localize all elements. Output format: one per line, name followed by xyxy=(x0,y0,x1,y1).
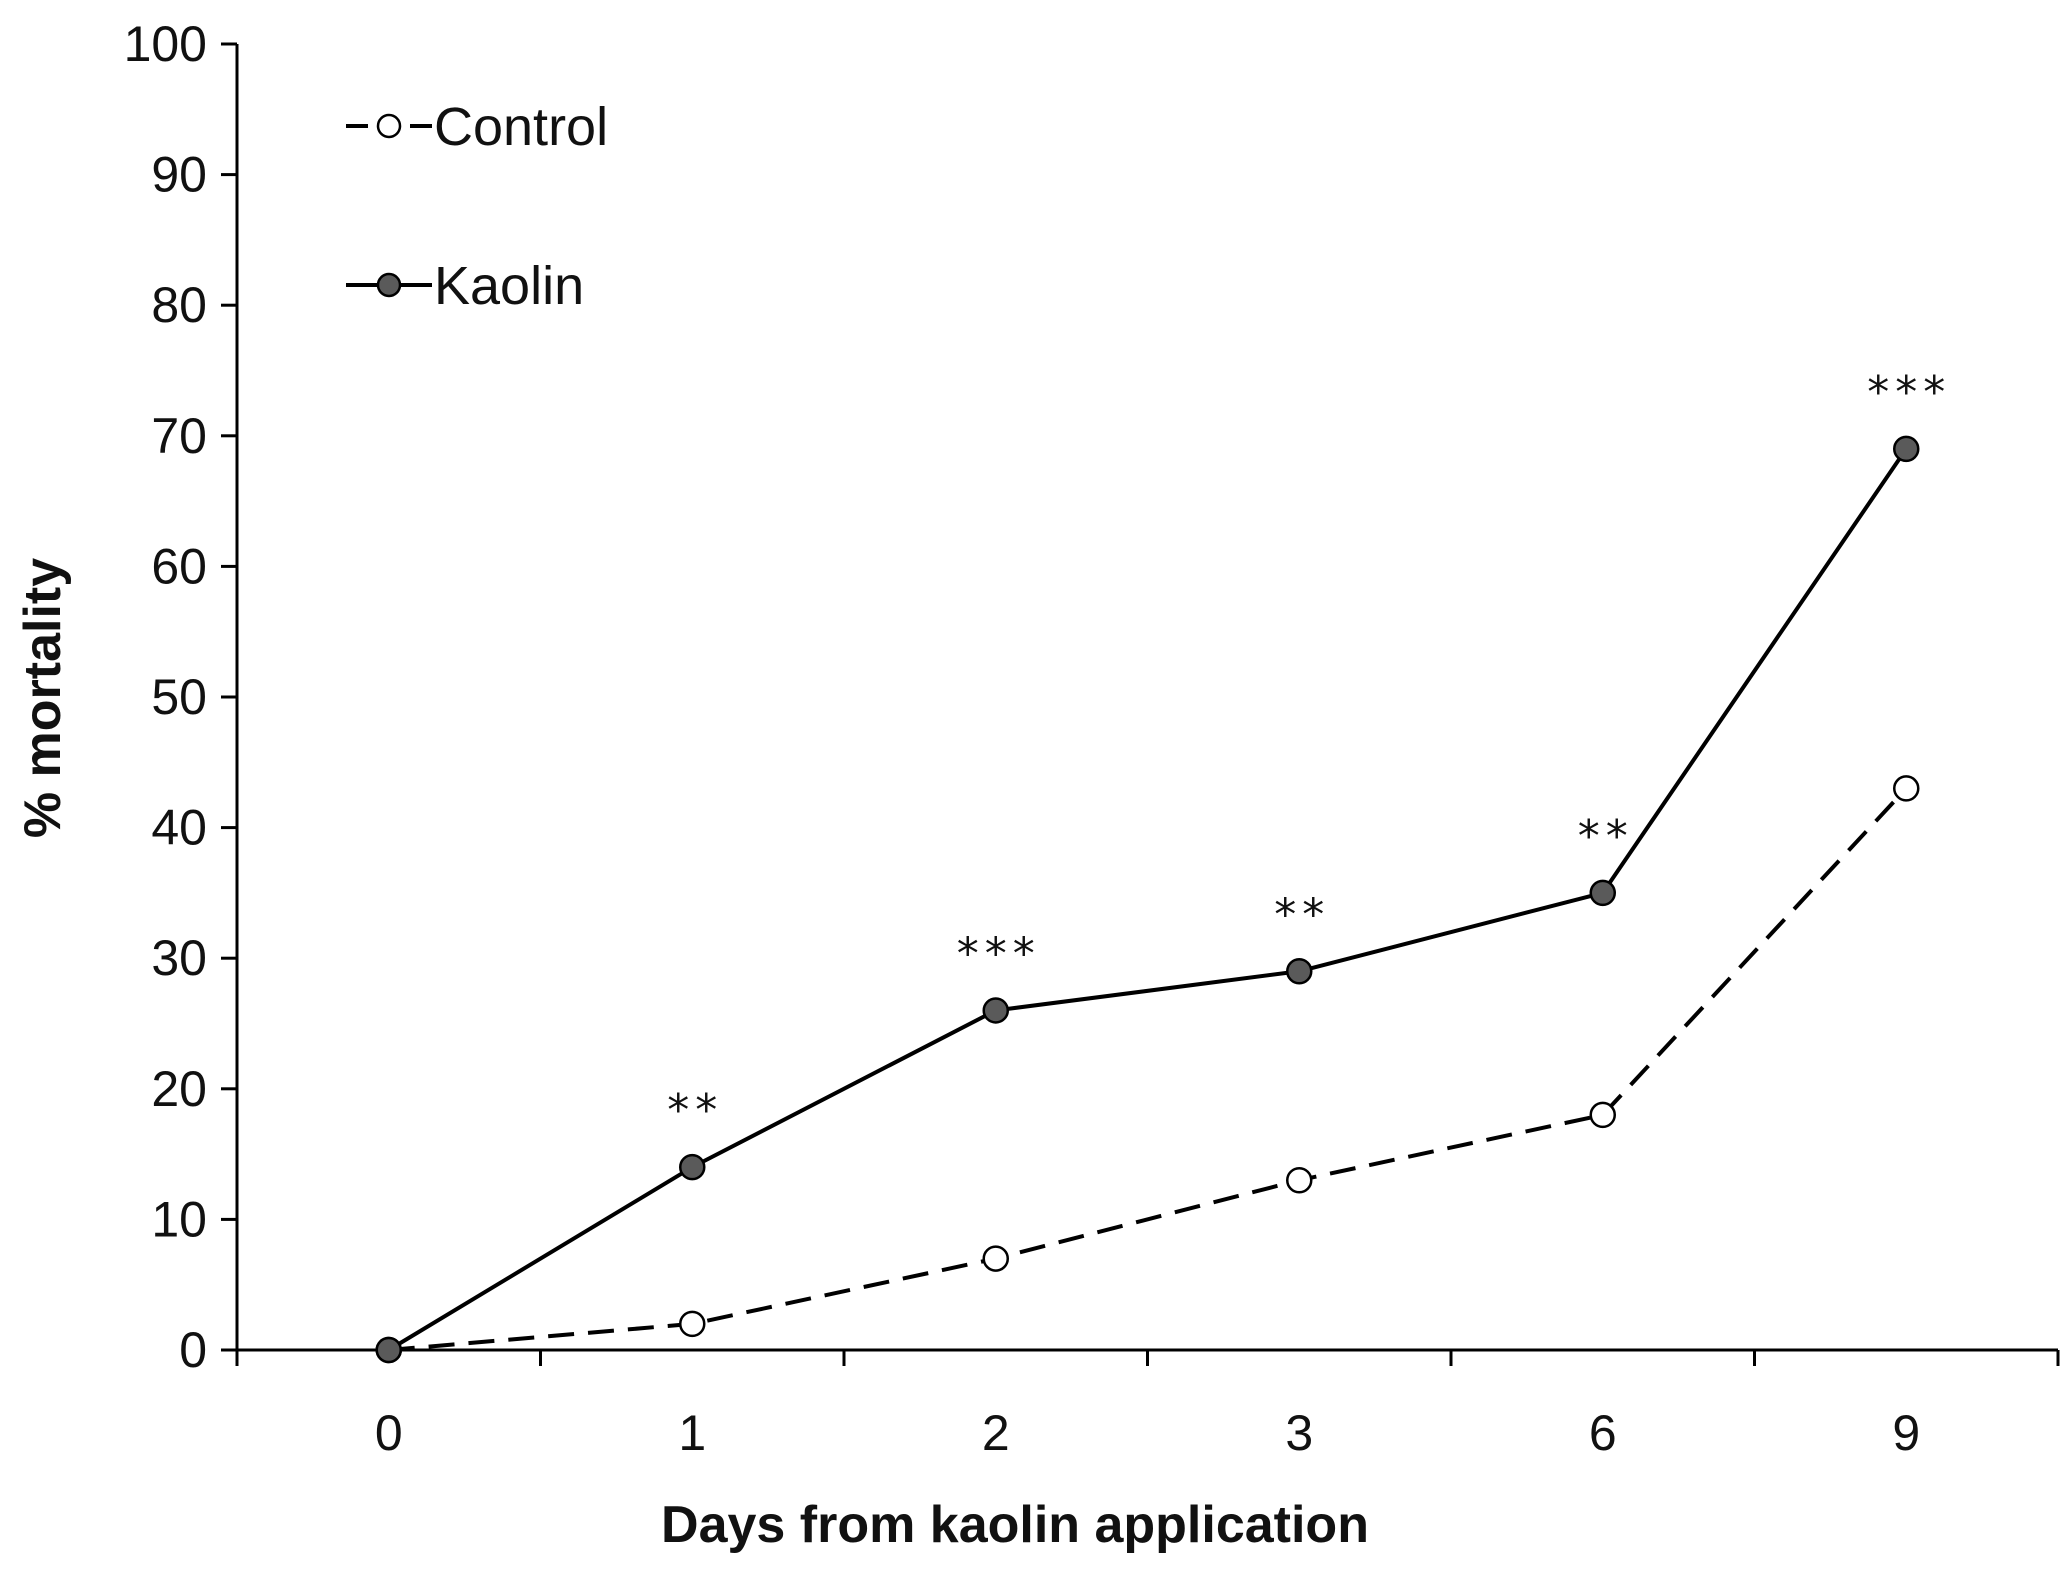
significance-annotations: ************ xyxy=(667,367,1951,1136)
significance-marker: ** xyxy=(667,1085,723,1136)
y-tick-label: 40 xyxy=(151,800,207,856)
significance-marker: *** xyxy=(1867,367,1951,418)
data-point-kaolin xyxy=(1893,435,1920,463)
y-axis-title: % mortality xyxy=(14,558,72,838)
data-point-kaolin xyxy=(679,1153,706,1181)
axes xyxy=(235,44,2058,1352)
data-point-control xyxy=(1893,775,1920,802)
legend-entry-control: Control xyxy=(346,97,608,157)
legend-entry-kaolin: Kaolin xyxy=(346,256,584,316)
y-tick-label: 50 xyxy=(151,669,207,725)
data-point-control xyxy=(1589,1101,1616,1129)
data-point-kaolin xyxy=(1286,958,1313,985)
legend-marker-control xyxy=(376,113,402,139)
x-tick-label: 6 xyxy=(1589,1405,1617,1461)
data-point-control xyxy=(679,1310,706,1338)
significance-marker: *** xyxy=(957,928,1041,979)
data-point-kaolin xyxy=(982,997,1009,1024)
x-tick-label: 1 xyxy=(678,1405,706,1461)
significance-marker: ** xyxy=(1274,889,1330,940)
legend-label-kaolin: Kaolin xyxy=(434,256,584,316)
y-tick-label: 100 xyxy=(124,16,207,72)
x-tick-label: 0 xyxy=(375,1405,403,1461)
legend: Control Kaolin xyxy=(346,97,608,316)
x-tick-label: 3 xyxy=(1285,1405,1313,1461)
series-line-kaolin xyxy=(387,447,1908,1352)
x-axis-ticks: 0 1 2 3 6 9 xyxy=(235,1350,2060,1461)
data-point-kaolin xyxy=(375,1336,402,1364)
data-point-control xyxy=(1286,1166,1313,1194)
legend-label-control: Control xyxy=(434,97,608,157)
significance-marker: ** xyxy=(1578,811,1634,862)
y-tick-label: 70 xyxy=(151,408,207,464)
y-tick-label: 0 xyxy=(179,1322,207,1378)
y-tick-label: 90 xyxy=(151,147,207,203)
x-tick-label: 2 xyxy=(982,1405,1010,1461)
series-control xyxy=(375,775,1920,1364)
y-axis-ticks: 0 10 20 30 40 50 60 70 80 90 100 xyxy=(124,16,237,1378)
x-axis-title: Days from kaolin application xyxy=(661,1496,1369,1554)
series-line-control xyxy=(388,787,1908,1352)
legend-marker-kaolin xyxy=(376,272,402,298)
y-tick-label: 60 xyxy=(151,538,207,594)
series-kaolin xyxy=(375,435,1920,1364)
y-tick-label: 30 xyxy=(151,930,207,986)
data-point-kaolin xyxy=(1589,879,1616,907)
y-tick-label: 20 xyxy=(151,1061,207,1117)
y-tick-label: 10 xyxy=(151,1191,207,1247)
series-layer xyxy=(375,435,1920,1364)
data-point-control xyxy=(982,1245,1009,1272)
x-tick-label: 9 xyxy=(1892,1405,1920,1461)
y-tick-label: 80 xyxy=(151,277,207,333)
